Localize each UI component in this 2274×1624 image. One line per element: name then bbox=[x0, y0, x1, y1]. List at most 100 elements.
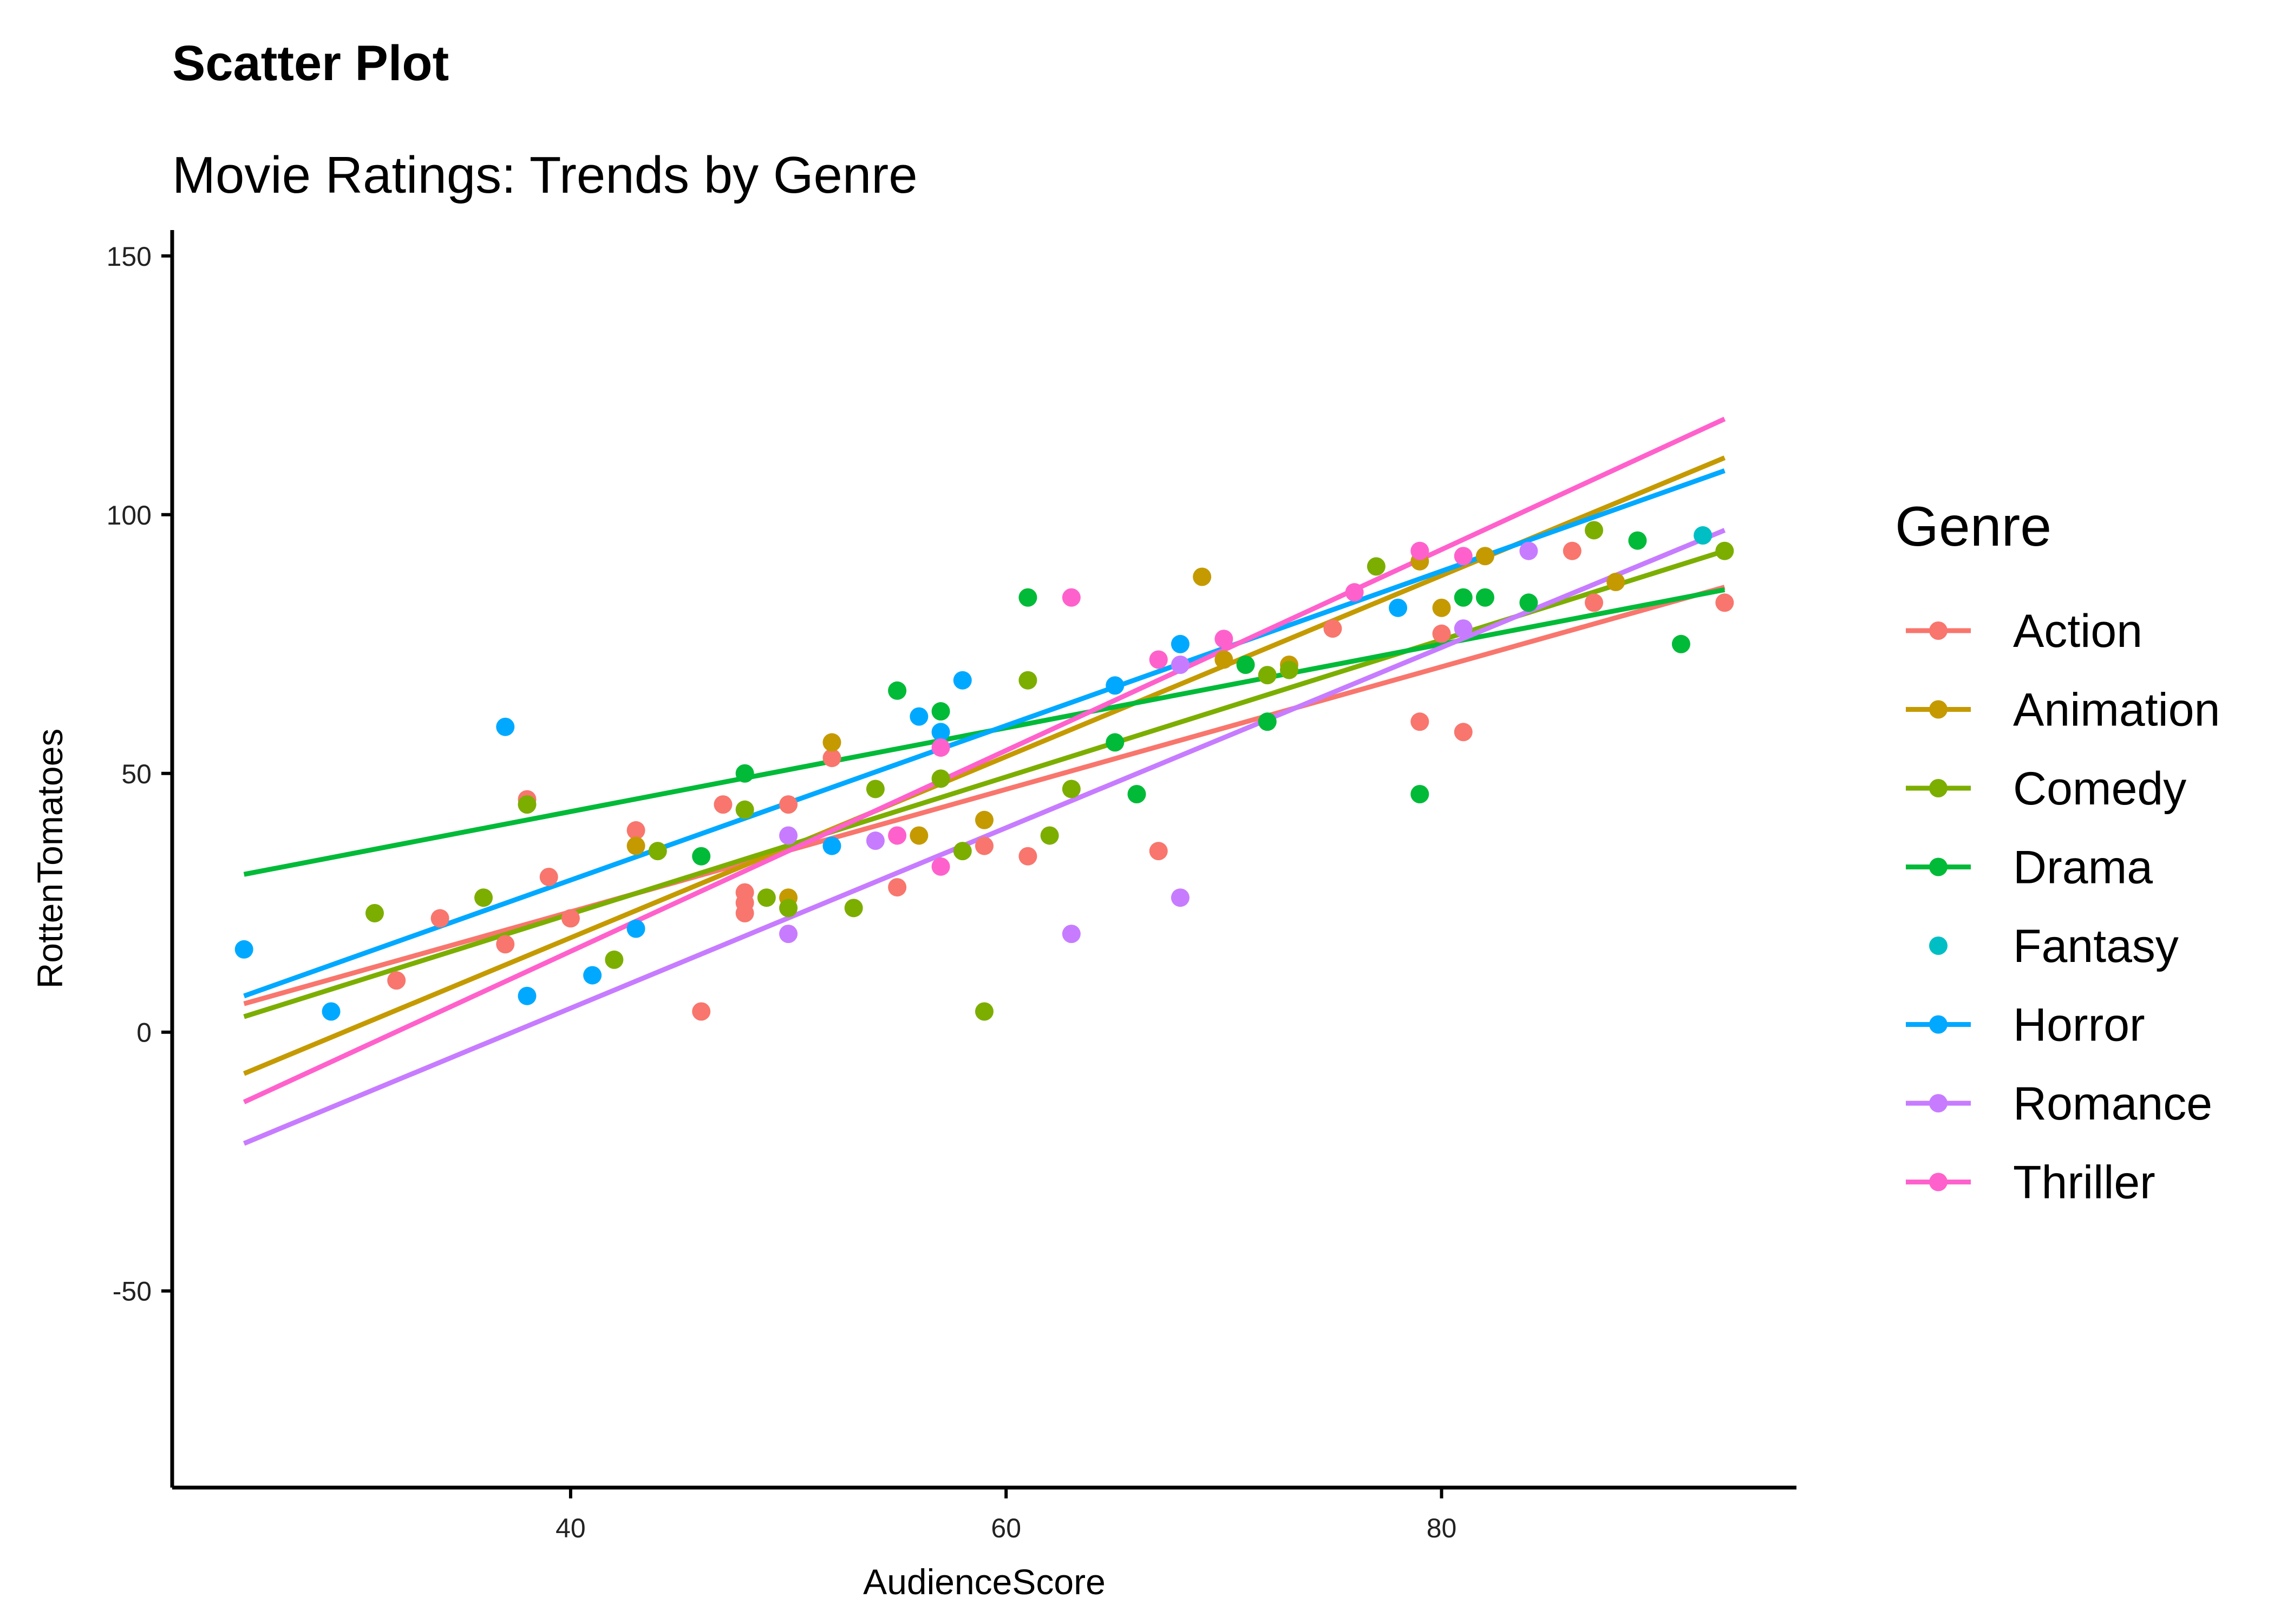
x-ticks: 40 60 80 bbox=[556, 1488, 1456, 1543]
chart-title: Scatter Plot bbox=[172, 36, 449, 91]
point-horror bbox=[518, 986, 537, 1005]
point-drama bbox=[1475, 588, 1494, 607]
point-action bbox=[735, 903, 754, 922]
legend-label: Action bbox=[2013, 605, 2142, 657]
trend-line-horror bbox=[243, 468, 1726, 999]
legend-title: Genre bbox=[1895, 495, 2051, 558]
point-comedy bbox=[518, 795, 537, 814]
chart-subtitle: Movie Ratings: Trends by Genre bbox=[172, 146, 918, 204]
legend-key-point bbox=[1929, 700, 1948, 719]
legend-key-point bbox=[1929, 621, 1948, 640]
point-comedy bbox=[474, 888, 493, 907]
point-action bbox=[888, 878, 907, 897]
point-romance bbox=[1062, 925, 1081, 944]
legend-key-point bbox=[1929, 1094, 1948, 1112]
point-comedy bbox=[757, 888, 776, 907]
legend-items: Action Animation Comedy Drama Fantasy Horror R… bbox=[1906, 605, 2220, 1209]
legend-item-romance: Romance bbox=[1906, 1078, 2212, 1130]
point-action bbox=[714, 795, 733, 814]
point-action bbox=[1323, 619, 1342, 638]
point-action bbox=[496, 935, 515, 954]
point-romance bbox=[779, 925, 798, 944]
point-comedy bbox=[1018, 671, 1037, 690]
point-horror bbox=[1389, 598, 1408, 617]
point-comedy bbox=[648, 842, 667, 861]
point-action bbox=[626, 821, 645, 840]
point-romance bbox=[1519, 541, 1538, 560]
point-thriller bbox=[931, 857, 950, 876]
point-horror bbox=[1106, 676, 1125, 695]
point-drama bbox=[735, 764, 754, 783]
point-animation bbox=[910, 826, 929, 845]
point-action bbox=[779, 795, 798, 814]
point-drama bbox=[1106, 733, 1125, 752]
point-comedy bbox=[1258, 666, 1277, 685]
point-comedy bbox=[953, 842, 972, 861]
point-thriller bbox=[1062, 588, 1081, 607]
legend-key-point bbox=[1929, 937, 1948, 955]
point-horror bbox=[496, 717, 515, 736]
point-animation bbox=[822, 733, 841, 752]
y-tick-label: -50 bbox=[113, 1276, 152, 1307]
point-comedy bbox=[735, 800, 754, 819]
point-comedy bbox=[1040, 826, 1059, 845]
point-action bbox=[975, 836, 994, 855]
trend-line-thriller bbox=[243, 416, 1726, 1104]
legend-item-action: Action bbox=[1906, 605, 2142, 657]
point-action bbox=[1149, 842, 1168, 861]
plot-area bbox=[234, 416, 1734, 1146]
point-romance bbox=[1171, 656, 1190, 675]
point-romance bbox=[1171, 888, 1190, 907]
point-drama bbox=[1671, 634, 1690, 653]
point-animation bbox=[975, 810, 994, 829]
x-tick-label: 60 bbox=[991, 1513, 1021, 1543]
trend-lines bbox=[243, 416, 1726, 1146]
trend-line-action bbox=[243, 585, 1726, 1006]
legend: Genre Action Animation Comedy Drama Fantasy H… bbox=[1895, 495, 2220, 1209]
data-points bbox=[234, 521, 1734, 1021]
point-action bbox=[822, 749, 841, 768]
point-horror bbox=[234, 940, 253, 959]
point-action bbox=[692, 1002, 711, 1021]
point-thriller bbox=[1149, 650, 1168, 669]
y-tick-label: 150 bbox=[107, 241, 152, 272]
point-drama bbox=[692, 847, 711, 866]
legend-key-point bbox=[1929, 1173, 1948, 1191]
y-tick-label: 0 bbox=[136, 1018, 152, 1048]
point-horror bbox=[583, 966, 602, 985]
point-romance bbox=[1454, 619, 1473, 638]
point-drama bbox=[931, 702, 950, 721]
point-romance bbox=[866, 831, 885, 850]
legend-key-point bbox=[1929, 1015, 1948, 1034]
point-drama bbox=[1454, 588, 1473, 607]
point-thriller bbox=[888, 826, 907, 845]
point-action bbox=[430, 909, 449, 928]
point-animation bbox=[1606, 573, 1625, 592]
point-thriller bbox=[1454, 547, 1473, 566]
point-fantasy bbox=[1694, 526, 1713, 545]
point-drama bbox=[1628, 531, 1647, 550]
legend-item-drama: Drama bbox=[1906, 842, 2153, 894]
point-comedy bbox=[844, 899, 863, 918]
trend-line-comedy bbox=[243, 548, 1726, 1019]
point-animation bbox=[1193, 567, 1212, 586]
y-ticks: 150 100 50 0 -50 bbox=[107, 241, 172, 1307]
point-action bbox=[1432, 624, 1451, 643]
y-axis: 150 100 50 0 -50 bbox=[107, 230, 174, 1488]
legend-item-fantasy: Fantasy bbox=[1929, 920, 2179, 972]
legend-key-point bbox=[1929, 779, 1948, 797]
legend-key-point bbox=[1929, 857, 1948, 876]
legend-label: Thriller bbox=[2013, 1157, 2155, 1209]
point-action bbox=[561, 909, 580, 928]
point-comedy bbox=[1062, 780, 1081, 798]
point-drama bbox=[1236, 656, 1255, 675]
point-comedy bbox=[866, 780, 885, 798]
point-horror bbox=[822, 836, 841, 855]
point-action bbox=[1585, 593, 1604, 612]
point-romance bbox=[779, 826, 798, 845]
point-comedy bbox=[975, 1002, 994, 1021]
legend-label: Horror bbox=[2013, 999, 2145, 1051]
point-action bbox=[387, 971, 406, 990]
point-thriller bbox=[1345, 583, 1364, 602]
legend-item-thriller: Thriller bbox=[1906, 1157, 2155, 1209]
